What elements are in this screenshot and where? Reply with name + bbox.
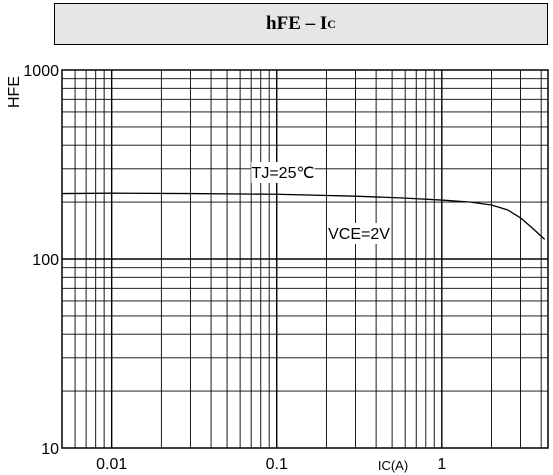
plot-frame (61, 69, 549, 449)
hfe-curve (61, 192, 546, 240)
y-tick-label: 10 (41, 441, 59, 458)
x-tick-labels: 0.01 0.1 1 (96, 456, 446, 473)
chart-title-subscript: C (327, 16, 336, 31)
chart-title-main: hFE – I (266, 13, 328, 34)
y-tick-label: 1000 (23, 63, 59, 80)
x-tick-label: 1 (437, 456, 446, 473)
y-tick-label: 100 (32, 252, 59, 269)
annotation-bg (327, 223, 391, 244)
grid-lines (62, 70, 548, 448)
x-tick-label: 0.1 (266, 456, 288, 473)
annotation-bg (251, 162, 315, 183)
x-tick-label: 0.01 (96, 456, 127, 473)
y-tick-labels: 10 100 1000 (23, 63, 59, 458)
y-axis-label: HFE (6, 76, 23, 108)
annotation-label: VCE=2V (328, 226, 390, 243)
annotations: TJ=25℃ VCE=2V (251, 162, 391, 244)
x-axis-label: IC(A) (378, 458, 408, 473)
annotation-label: TJ=25℃ (252, 165, 315, 182)
